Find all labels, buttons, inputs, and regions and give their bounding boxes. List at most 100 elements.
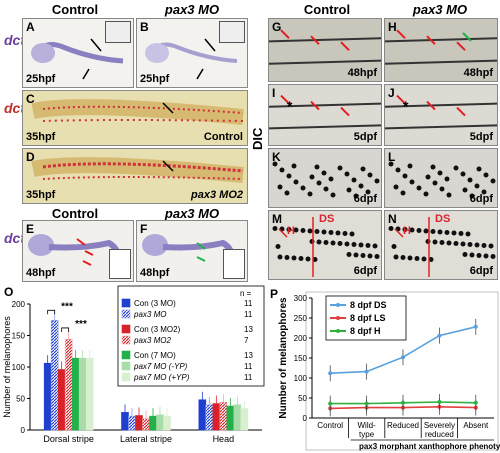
x-category-label: type xyxy=(359,430,375,439)
dic-label: DIC xyxy=(250,127,265,150)
bar xyxy=(219,401,228,431)
bar xyxy=(121,412,129,431)
x-category-label: Control xyxy=(317,421,343,430)
legend: 8 dpf DS 8 dpf LS 8 dpf H xyxy=(325,295,407,341)
y-axis-label: Number of melanophores xyxy=(2,316,12,418)
inset-b xyxy=(219,21,245,43)
x-category-label: Lateral stripe xyxy=(120,434,172,444)
bar xyxy=(198,399,207,431)
panel-h: H 48hpf xyxy=(384,18,498,82)
embryo-d xyxy=(31,157,244,183)
inset-a xyxy=(105,21,131,43)
panel-letter: A xyxy=(26,20,35,34)
x-axis-label: pax3 morphant xanthophore phenotype xyxy=(359,442,500,451)
panel-d: D 35hpf pax3 MO2 xyxy=(22,148,248,204)
legend-entry: 8 dpf DS xyxy=(350,300,387,310)
dic-image-l xyxy=(388,161,496,199)
panel-letter: H xyxy=(388,20,397,34)
y-tick-label: 50 xyxy=(298,394,307,403)
panel-letter-o: O xyxy=(4,285,13,299)
legend-entry: pax3 MO xyxy=(133,310,166,319)
legend-entry: 8 dpf H xyxy=(350,326,381,336)
panel-c: C 35hpf Control xyxy=(22,90,248,146)
x-category-label: Reduced xyxy=(387,421,419,430)
legend-n: 11 xyxy=(244,373,253,382)
legend-swatch xyxy=(121,350,131,360)
bar xyxy=(135,415,143,431)
x-category-label: Severely xyxy=(424,421,455,430)
stage-label: 6dpf xyxy=(469,265,493,277)
legend-entry: Con (3 MO) xyxy=(134,299,176,308)
embryo-b xyxy=(145,38,238,80)
data-point xyxy=(437,400,442,404)
panel-m: M 6dpf DS H xyxy=(268,210,382,280)
bar xyxy=(64,338,73,431)
dct-label-top: dct xyxy=(4,32,25,48)
panel-letter-p: P xyxy=(270,287,278,301)
panel-letter: C xyxy=(26,92,35,106)
legend-entry: Con (3 MO2) xyxy=(134,325,181,334)
data-point xyxy=(364,369,369,374)
data-point xyxy=(437,333,442,338)
y-tick-label: 150 xyxy=(12,332,26,341)
panel-letter: F xyxy=(140,222,148,236)
x-category-label: Wild- xyxy=(357,421,376,430)
header-pax3mo-left: pax3 MO xyxy=(164,2,220,17)
panel-l: L 6dpf xyxy=(384,148,498,208)
inset-e xyxy=(109,249,131,279)
svg-text:*: * xyxy=(287,98,293,114)
panel-letter: K xyxy=(272,150,281,164)
y-tick-label: 100 xyxy=(12,363,26,372)
legend-header: n = xyxy=(240,289,252,298)
panel-letter: M xyxy=(272,212,282,226)
svg-text:*: * xyxy=(403,98,409,114)
h-label: H xyxy=(287,225,295,237)
h-label: H xyxy=(403,225,411,237)
legend-swatch xyxy=(121,324,131,334)
y-tick-label: 100 xyxy=(294,374,308,383)
y-tick-label: 0 xyxy=(21,426,26,435)
bar xyxy=(85,357,94,431)
x-category-label: Head xyxy=(213,434,235,444)
panel-a: A 25hpf xyxy=(22,18,134,88)
panel-letter: I xyxy=(272,86,276,100)
bar xyxy=(57,369,66,431)
stage-label: 35hpf xyxy=(26,131,56,143)
header-control-left-2: Control xyxy=(51,206,99,221)
header-control-left: Control xyxy=(51,2,99,17)
stage-label: 5dpf xyxy=(353,131,377,143)
legend-swatch-marker xyxy=(336,329,340,333)
bar xyxy=(128,415,136,431)
ds-label: DS xyxy=(435,213,451,225)
data-point xyxy=(401,355,405,360)
panel-j: * J 5dpf xyxy=(384,84,498,146)
stage-label: 48hpf xyxy=(26,267,56,279)
x-category-label: Dorsal stripe xyxy=(43,434,94,444)
bar xyxy=(233,404,242,431)
legend-swatch xyxy=(121,335,131,345)
legend-swatch xyxy=(121,361,131,371)
legend-n: 11 xyxy=(244,310,253,319)
dic-image-g xyxy=(269,29,381,65)
panel-letter: E xyxy=(26,222,35,236)
stage-label: 6dpf xyxy=(353,265,377,277)
chart-p: P 0 50 100 150 200 250 300 Number of melanophor… xyxy=(270,287,500,451)
dic-image-m xyxy=(272,217,380,277)
bar xyxy=(149,415,157,431)
legend-swatch-marker xyxy=(336,316,340,320)
legend-n: 11 xyxy=(244,362,253,371)
legend-swatch xyxy=(121,372,131,382)
bar xyxy=(226,405,235,431)
y-tick-label: 300 xyxy=(294,294,308,303)
legend-swatch-marker xyxy=(336,303,340,307)
stage-label: 6dpf xyxy=(469,193,493,205)
header-pax3mo-right: pax3 MO xyxy=(412,2,468,17)
panel-n: N 6dpf DS H xyxy=(384,210,498,280)
x-category-label: reduced xyxy=(425,430,454,439)
legend: n = Con (3 MO) 11 pax3 MO 11 Con (3 MO2) 13 pax… xyxy=(117,285,265,387)
dic-image-i: * xyxy=(269,94,381,130)
stage-label: 25hpf xyxy=(140,73,170,85)
legend-n: 13 xyxy=(244,325,253,334)
x-category-label: Absent xyxy=(463,421,489,430)
stage-label: 48hpf xyxy=(347,67,377,79)
